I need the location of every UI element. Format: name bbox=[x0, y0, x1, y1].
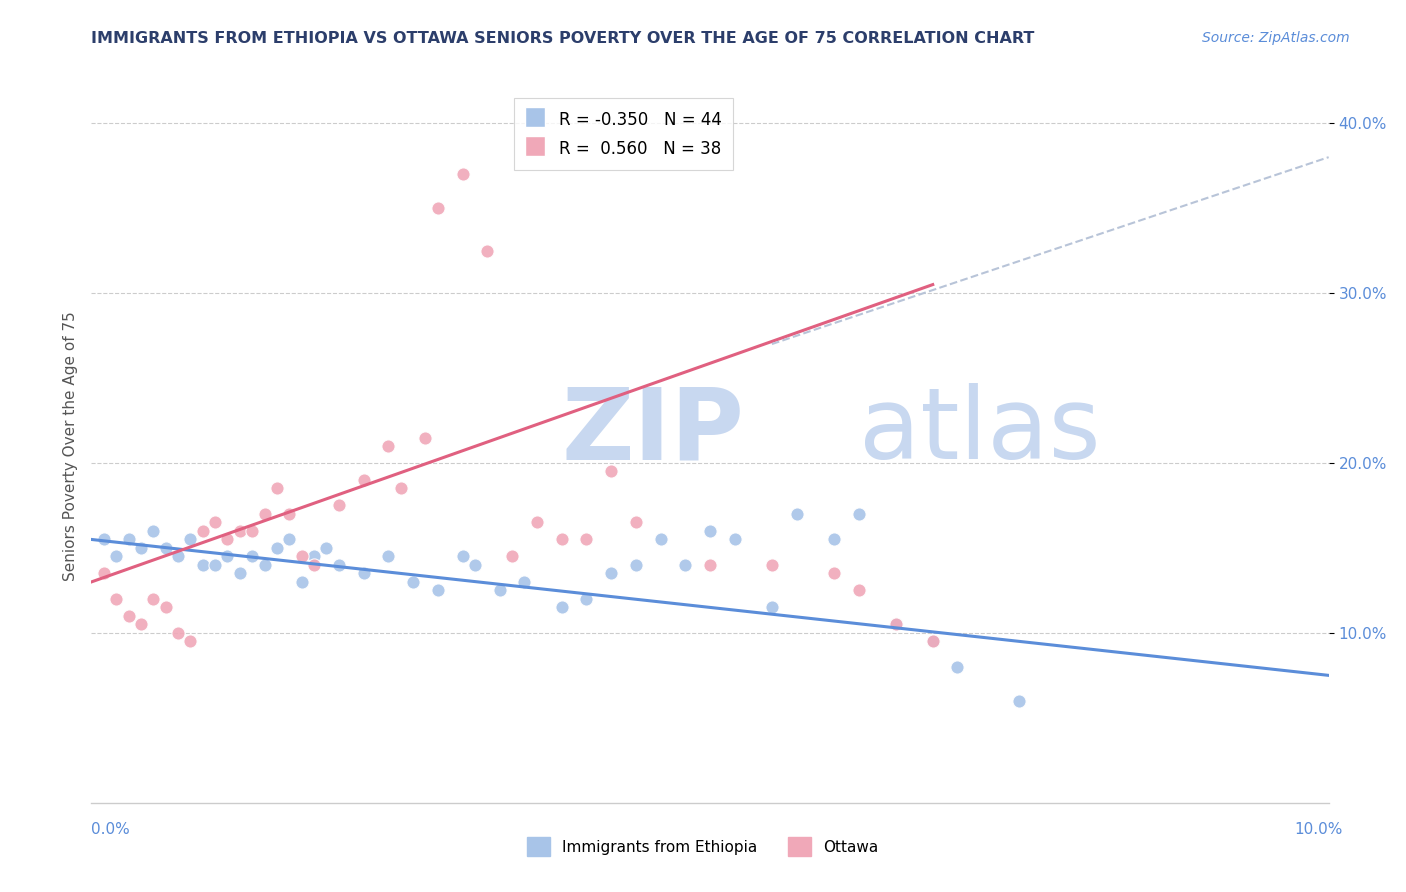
Point bbox=[117, 608, 139, 623]
Text: 0.0%: 0.0% bbox=[91, 822, 131, 837]
Point bbox=[105, 549, 128, 564]
Point bbox=[167, 549, 190, 564]
Text: 10.0%: 10.0% bbox=[1295, 822, 1343, 837]
Point bbox=[848, 583, 870, 598]
Point bbox=[302, 558, 325, 572]
Point bbox=[129, 541, 152, 555]
Point bbox=[699, 524, 721, 538]
Point bbox=[464, 558, 486, 572]
Legend: R = -0.350   N = 44, R =  0.560   N = 38: R = -0.350 N = 44, R = 0.560 N = 38 bbox=[513, 97, 733, 169]
Point bbox=[229, 566, 252, 581]
Point bbox=[328, 499, 350, 513]
Point bbox=[328, 558, 350, 572]
Point bbox=[93, 566, 115, 581]
Point bbox=[278, 533, 301, 547]
Point bbox=[278, 507, 301, 521]
Point bbox=[786, 507, 808, 521]
Point bbox=[724, 533, 747, 547]
Point bbox=[884, 617, 907, 632]
Point bbox=[253, 507, 276, 521]
Point bbox=[217, 549, 239, 564]
Point bbox=[477, 244, 499, 258]
Point bbox=[229, 524, 252, 538]
Point bbox=[550, 600, 572, 615]
Point bbox=[253, 558, 276, 572]
Point bbox=[761, 600, 783, 615]
Point bbox=[426, 583, 449, 598]
Point bbox=[240, 524, 263, 538]
Point bbox=[600, 465, 623, 479]
Point bbox=[946, 660, 969, 674]
Point bbox=[426, 201, 449, 215]
Point bbox=[129, 617, 152, 632]
Point bbox=[117, 533, 139, 547]
Point bbox=[848, 507, 870, 521]
Point bbox=[1008, 694, 1031, 708]
Point bbox=[155, 600, 177, 615]
Point bbox=[191, 558, 214, 572]
Point bbox=[291, 574, 314, 589]
Point bbox=[105, 591, 128, 606]
Point bbox=[624, 516, 647, 530]
Text: Source: ZipAtlas.com: Source: ZipAtlas.com bbox=[1202, 31, 1350, 45]
Point bbox=[315, 541, 337, 555]
Text: ZIP: ZIP bbox=[561, 384, 744, 480]
Point bbox=[823, 566, 845, 581]
Point bbox=[699, 558, 721, 572]
Point bbox=[204, 516, 226, 530]
Point bbox=[624, 558, 647, 572]
Text: IMMIGRANTS FROM ETHIOPIA VS OTTAWA SENIORS POVERTY OVER THE AGE OF 75 CORRELATIO: IMMIGRANTS FROM ETHIOPIA VS OTTAWA SENIO… bbox=[91, 31, 1035, 46]
Y-axis label: Seniors Poverty Over the Age of 75: Seniors Poverty Over the Age of 75 bbox=[62, 311, 77, 581]
Point bbox=[402, 574, 425, 589]
Point bbox=[302, 549, 325, 564]
Point bbox=[550, 533, 572, 547]
Point bbox=[217, 533, 239, 547]
Text: atlas: atlas bbox=[859, 384, 1099, 480]
Point bbox=[921, 634, 943, 648]
Point bbox=[353, 473, 375, 487]
Point bbox=[501, 549, 523, 564]
Point bbox=[488, 583, 510, 598]
Legend: Immigrants from Ethiopia, Ottawa: Immigrants from Ethiopia, Ottawa bbox=[522, 831, 884, 862]
Point bbox=[600, 566, 623, 581]
Point bbox=[377, 439, 399, 453]
Point bbox=[673, 558, 696, 572]
Point bbox=[513, 574, 536, 589]
Point bbox=[884, 617, 907, 632]
Point bbox=[575, 591, 598, 606]
Point bbox=[191, 524, 214, 538]
Point bbox=[266, 541, 288, 555]
Point bbox=[921, 634, 943, 648]
Point bbox=[823, 533, 845, 547]
Point bbox=[240, 549, 263, 564]
Point bbox=[204, 558, 226, 572]
Point bbox=[415, 430, 437, 444]
Point bbox=[155, 541, 177, 555]
Point bbox=[377, 549, 399, 564]
Point bbox=[353, 566, 375, 581]
Point bbox=[389, 482, 412, 496]
Point bbox=[291, 549, 314, 564]
Point bbox=[142, 591, 165, 606]
Point bbox=[142, 524, 165, 538]
Point bbox=[179, 634, 201, 648]
Point bbox=[266, 482, 288, 496]
Point bbox=[167, 626, 190, 640]
Point bbox=[451, 549, 474, 564]
Point bbox=[179, 533, 201, 547]
Point bbox=[575, 533, 598, 547]
Point bbox=[761, 558, 783, 572]
Point bbox=[93, 533, 115, 547]
Point bbox=[650, 533, 672, 547]
Point bbox=[526, 516, 548, 530]
Point bbox=[451, 167, 474, 181]
